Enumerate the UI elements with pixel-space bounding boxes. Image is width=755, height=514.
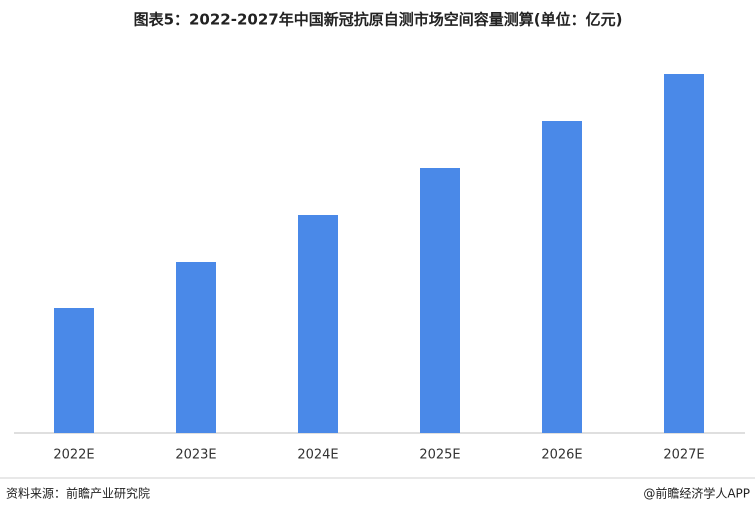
x-tick-label: 2025E [419, 448, 460, 463]
x-tick-label: 2023E [175, 448, 216, 463]
bar [176, 262, 216, 433]
bar [298, 215, 338, 433]
source: 资料来源：前瞻产业研究院 [6, 486, 150, 501]
bar [542, 121, 582, 433]
bar [420, 168, 460, 433]
x-tick-label: 2024E [297, 448, 338, 463]
credit: @前瞻经济学人APP [643, 486, 750, 501]
x-tick-label: 2027E [663, 448, 704, 463]
x-tick-label: 2026E [541, 448, 582, 463]
bar [664, 74, 704, 433]
bar [54, 308, 94, 433]
x-tick-label: 2022E [53, 448, 94, 463]
chart-title: 图表5：2022-2027年中国新冠抗原自测市场空间容量测算(单位：亿元) [134, 11, 623, 29]
